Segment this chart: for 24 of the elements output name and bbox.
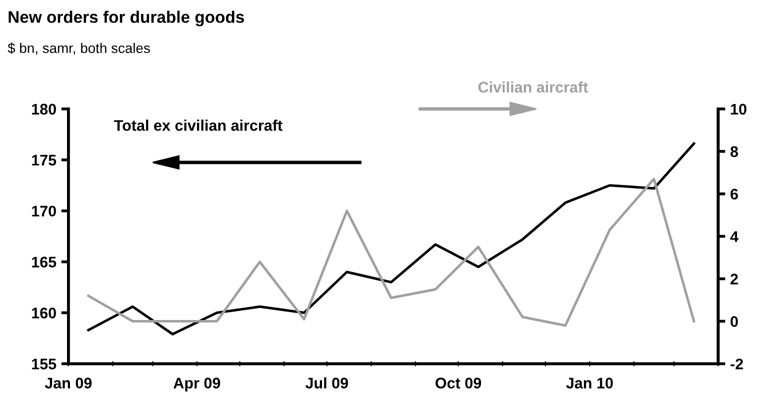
y-tick-label: 160 <box>32 308 56 318</box>
y2-tick-label: 4 <box>730 231 738 242</box>
line-series <box>87 142 696 336</box>
text: Civilian aircraft <box>478 81 588 93</box>
chart-subtitle: $ bn, samr, both scales <box>8 42 150 55</box>
x-tick-label: Jan 09 <box>44 378 92 388</box>
y-tick-label: 175 <box>32 154 56 166</box>
y-tick-label: 170 <box>32 206 56 217</box>
y2-tick-label: 0 <box>730 316 738 327</box>
line-series <box>87 178 696 327</box>
chart-title: New orders for durable goods <box>8 10 244 26</box>
x-tick-label: Jan 10 <box>566 378 613 388</box>
y2-tick-label: 2 <box>730 274 738 284</box>
y2-tick-label: -2 <box>730 358 743 370</box>
x-tick-label: Jul 09 <box>305 377 348 388</box>
text: Total ex civilian aircraft <box>114 120 282 131</box>
y2-tick-label: 6 <box>730 188 738 200</box>
y2-tick-label: 8 <box>730 146 738 158</box>
y-tick-label: 155 <box>32 358 56 370</box>
y-tick-label: 165 <box>32 256 56 268</box>
y2-tick-label: 10 <box>730 104 746 115</box>
x-tick-label: Oct 09 <box>436 378 482 388</box>
x-tick-label: Apr 09 <box>174 378 220 392</box>
y-tick-label: 180 <box>32 104 56 115</box>
